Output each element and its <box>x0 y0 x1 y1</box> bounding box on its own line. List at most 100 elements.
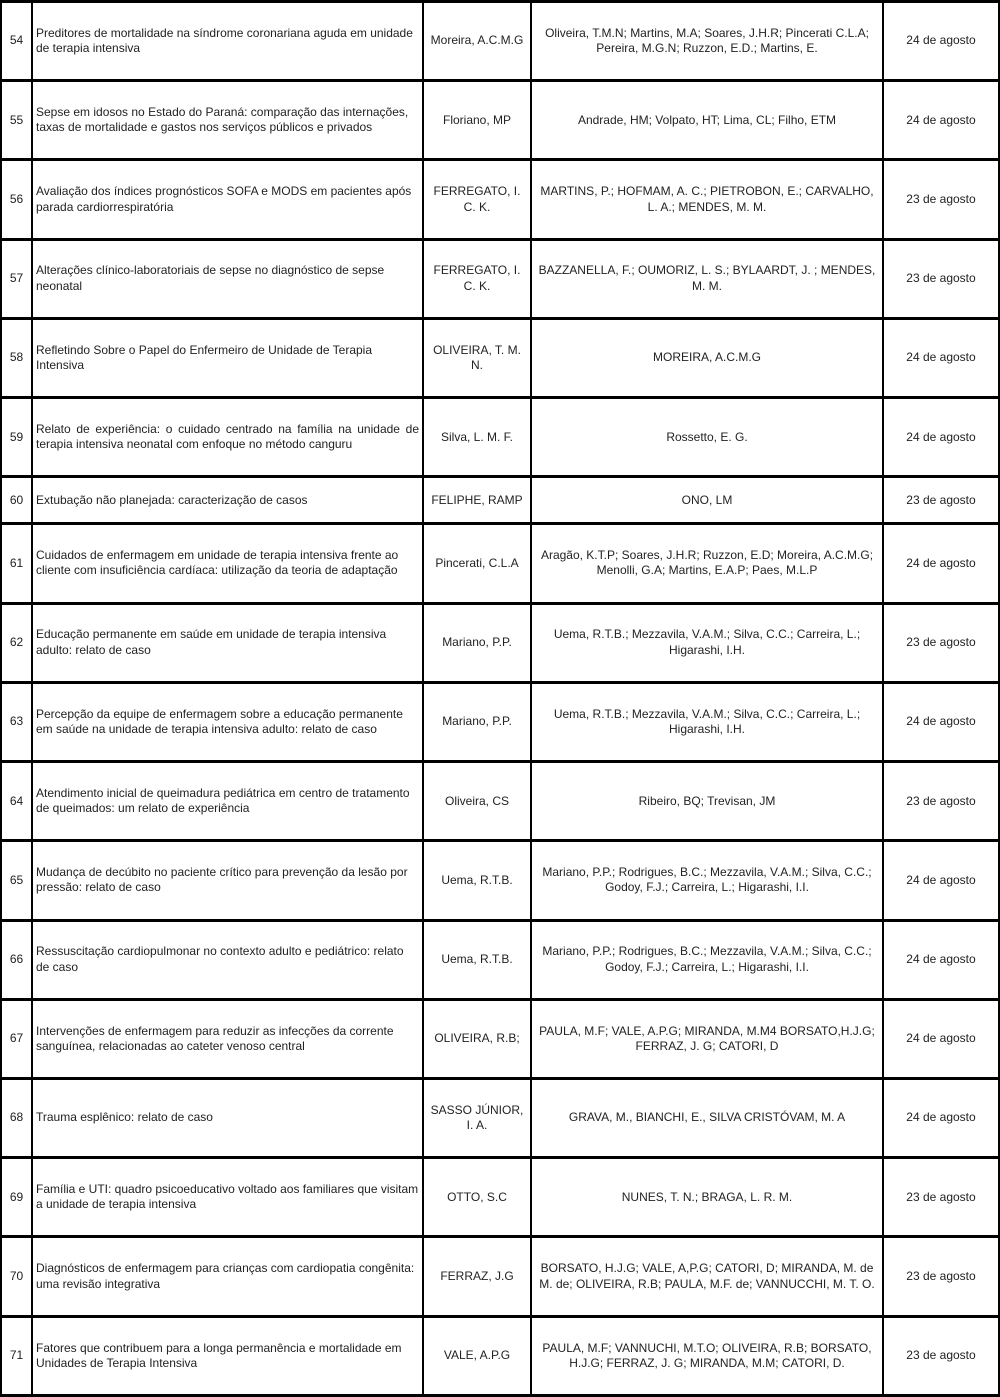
date-cell: 23 de agosto <box>882 237 1000 320</box>
author-cell: Oliveira, CS <box>422 760 532 843</box>
date-cell: 23 de agosto <box>882 1235 1000 1318</box>
author-cell: Uema, R.T.B. <box>422 918 532 1001</box>
date-cell: 24 de agosto <box>882 1077 1000 1160</box>
title-cell: Percepção da equipe de enfermagem sobre … <box>31 680 424 764</box>
coauthors-cell: GRAVA, M., BIANCHI, E., SILVA CRISTÓVAM,… <box>530 1077 884 1160</box>
row-number-cell: 64 <box>0 760 33 843</box>
table-row: 57 Alterações clínico-laboratoriais de se… <box>0 237 1000 320</box>
coauthors-cell: Rossetto, E. G. <box>530 396 884 479</box>
row-number-cell: 56 <box>0 158 33 241</box>
coauthors-cell: MARTINS, P.; HOFMAM, A. C.; PIETROBON, E… <box>530 158 884 241</box>
author-cell: Floriano, MP <box>422 79 532 162</box>
coauthors-cell: Mariano, P.P.; Rodrigues, B.C.; Mezzavil… <box>530 839 884 922</box>
row-number-cell: 71 <box>0 1314 33 1397</box>
row-number-cell: 65 <box>0 839 33 922</box>
row-number-cell: 63 <box>0 680 33 764</box>
coauthors-cell: Aragão, K.T.P; Soares, J.H.R; Ruzzon, E.… <box>530 522 884 605</box>
table-row: 67 Intervenções de enfermagem para reduzi… <box>0 997 1000 1081</box>
title-cell: Ressuscitação cardiopulmonar no contexto… <box>31 918 424 1001</box>
table-row: 63 Percepção da equipe de enfermagem sobr… <box>0 680 1000 764</box>
coauthors-cell: Oliveira, T.M.N; Martins, M.A; Soares, J… <box>530 0 884 83</box>
table-row: 70 Diagnósticos de enfermagem para crianç… <box>0 1235 1000 1318</box>
table-row: 65 Mudança de decúbito no paciente crític… <box>0 839 1000 922</box>
table-row: 54 Preditores de mortalidade na síndrome … <box>0 0 1000 83</box>
author-cell: Moreira, A.C.M.G <box>422 0 532 83</box>
row-number-cell: 68 <box>0 1077 33 1160</box>
title-cell: Atendimento inicial de queimadura pediát… <box>31 760 424 843</box>
date-cell: 24 de agosto <box>882 0 1000 83</box>
title-cell: Intervenções de enfermagem para reduzir … <box>31 997 424 1081</box>
table-row: 68 Trauma esplênico: relato de caso SASSO … <box>0 1077 1000 1160</box>
title-cell: Trauma esplênico: relato de caso <box>31 1077 424 1160</box>
author-cell: Pincerati, C.L.A <box>422 522 532 605</box>
date-cell: 23 de agosto <box>882 1156 1000 1239</box>
title-cell: Sepse em idosos no Estado do Paraná: com… <box>31 79 424 162</box>
author-cell: FELIPHE, RAMP <box>422 475 532 526</box>
table-row: 59 Relato de experiência: o cuidado centr… <box>0 396 1000 479</box>
title-cell: Fatores que contribuem para a longa perm… <box>31 1314 424 1397</box>
date-cell: 24 de agosto <box>882 680 1000 764</box>
coauthors-cell: NUNES, T. N.; BRAGA, L. R. M. <box>530 1156 884 1239</box>
title-cell: Alterações clínico-laboratoriais de seps… <box>31 237 424 320</box>
table-row: 62 Educação permanente em saúde em unidad… <box>0 601 1000 684</box>
table-row: 56 Avaliação dos índices prognósticos SOF… <box>0 158 1000 241</box>
table-row: 64 Atendimento inicial de queimadura pedi… <box>0 760 1000 843</box>
table-row: 61 Cuidados de enfermagem em unidade de t… <box>0 522 1000 605</box>
table-row: 60 Extubação não planejada: caracterizaçã… <box>0 475 1000 526</box>
author-cell: Uema, R.T.B. <box>422 839 532 922</box>
title-cell: Família e UTI: quadro psicoeducativo vol… <box>31 1156 424 1239</box>
row-number-cell: 67 <box>0 997 33 1081</box>
row-number-cell: 69 <box>0 1156 33 1239</box>
coauthors-cell: PAULA, M.F; VANNUCHI, M.T.O; OLIVEIRA, R… <box>530 1314 884 1397</box>
coauthors-cell: MOREIRA, A.C.M.G <box>530 316 884 400</box>
table-row: 66 Ressuscitação cardiopulmonar no contex… <box>0 918 1000 1001</box>
date-cell: 24 de agosto <box>882 522 1000 605</box>
date-cell: 24 de agosto <box>882 79 1000 162</box>
coauthors-cell: BORSATO, H.J.G; VALE, A,P.G; CATORI, D; … <box>530 1235 884 1318</box>
date-cell: 24 de agosto <box>882 839 1000 922</box>
row-number-cell: 54 <box>0 0 33 83</box>
row-number-cell: 61 <box>0 522 33 605</box>
coauthors-cell: Mariano, P.P.; Rodrigues, B.C.; Mezzavil… <box>530 918 884 1001</box>
row-number-cell: 55 <box>0 79 33 162</box>
coauthors-cell: Ribeiro, BQ; Trevisan, JM <box>530 760 884 843</box>
author-cell: Silva, L. M. F. <box>422 396 532 479</box>
author-cell: FERRAZ, J.G <box>422 1235 532 1318</box>
title-cell: Mudança de decúbito no paciente crítico … <box>31 839 424 922</box>
table-row: 55 Sepse em idosos no Estado do Paraná: c… <box>0 79 1000 162</box>
author-cell: FERREGATO, I. C. K. <box>422 237 532 320</box>
title-cell: Diagnósticos de enfermagem para crianças… <box>31 1235 424 1318</box>
row-number-cell: 70 <box>0 1235 33 1318</box>
coauthors-cell: PAULA, M.F; VALE, A.P.G; MIRANDA, M.M4 B… <box>530 997 884 1081</box>
title-cell: Extubação não planejada: caracterização … <box>31 475 424 526</box>
author-cell: Mariano, P.P. <box>422 601 532 684</box>
author-cell: VALE, A.P.G <box>422 1314 532 1397</box>
title-cell: Relato de experiência: o cuidado centrad… <box>31 396 424 479</box>
title-cell: Refletindo Sobre o Papel do Enfermeiro d… <box>31 316 424 400</box>
coauthors-cell: BAZZANELLA, F.; OUMORIZ, L. S.; BYLAARDT… <box>530 237 884 320</box>
author-cell: OLIVEIRA, T. M. N. <box>422 316 532 400</box>
coauthors-cell: ONO, LM <box>530 475 884 526</box>
date-cell: 24 de agosto <box>882 316 1000 400</box>
title-cell: Cuidados de enfermagem em unidade de ter… <box>31 522 424 605</box>
date-cell: 23 de agosto <box>882 1314 1000 1397</box>
row-number-cell: 66 <box>0 918 33 1001</box>
coauthors-cell: Uema, R.T.B.; Mezzavila, V.A.M.; Silva, … <box>530 601 884 684</box>
row-number-cell: 57 <box>0 237 33 320</box>
title-cell: Educação permanente em saúde em unidade … <box>31 601 424 684</box>
row-number-cell: 62 <box>0 601 33 684</box>
table-row: 69 Família e UTI: quadro psicoeducativo v… <box>0 1156 1000 1239</box>
date-cell: 24 de agosto <box>882 918 1000 1001</box>
date-cell: 23 de agosto <box>882 158 1000 241</box>
author-cell: SASSO JÚNIOR, I. A. <box>422 1077 532 1160</box>
date-cell: 24 de agosto <box>882 997 1000 1081</box>
row-number-cell: 59 <box>0 396 33 479</box>
title-cell: Preditores de mortalidade na síndrome co… <box>31 0 424 83</box>
table-row: 71 Fatores que contribuem para a longa pe… <box>0 1314 1000 1397</box>
author-cell: OLIVEIRA, R.B; <box>422 997 532 1081</box>
author-cell: OTTO, S.C <box>422 1156 532 1239</box>
title-cell: Avaliação dos índices prognósticos SOFA … <box>31 158 424 241</box>
